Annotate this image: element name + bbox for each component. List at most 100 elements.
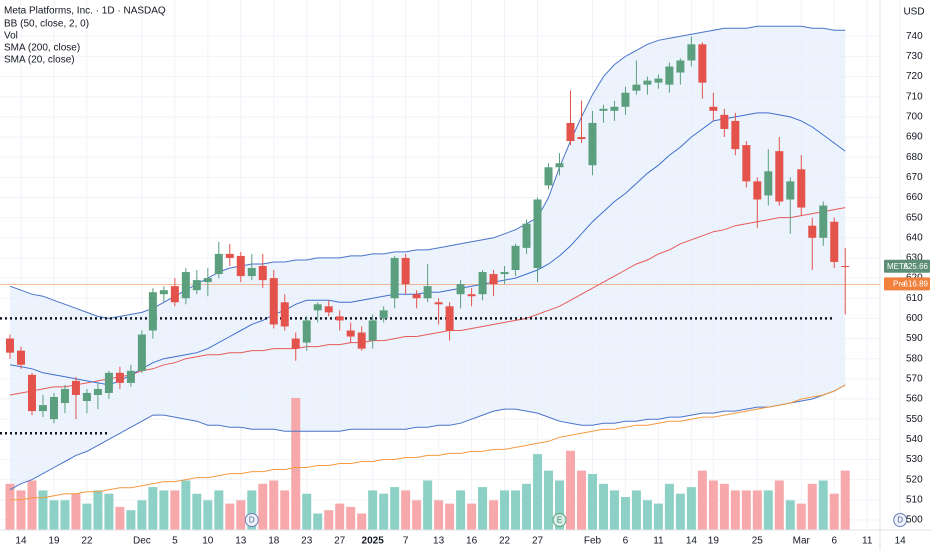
candle-body	[357, 332, 366, 349]
x-tick-label: 22	[499, 536, 511, 547]
volume-bar	[159, 490, 169, 530]
x-tick-label: 19	[708, 536, 720, 547]
x-tick-label: 7	[403, 536, 409, 547]
candle-body	[808, 225, 817, 238]
price-tag	[884, 259, 930, 273]
volume-bar	[71, 493, 81, 530]
candle-body	[181, 272, 190, 299]
candle-body	[302, 320, 311, 343]
volume-bar	[401, 490, 411, 530]
y-tick-label: 580	[906, 353, 923, 364]
x-tick-label: 2025	[362, 536, 385, 547]
volume-bar	[313, 513, 323, 530]
candle-body	[819, 205, 828, 238]
candle-body	[511, 245, 520, 271]
volume-bar	[807, 483, 817, 530]
y-tick-label: 570	[906, 373, 923, 384]
candle-body	[236, 255, 245, 277]
candle-body	[38, 405, 47, 412]
price-tag-symbol: META	[887, 262, 909, 271]
indicator-legend: SMA (200, close)	[4, 43, 80, 54]
candle-body	[588, 122, 597, 166]
candle-body	[632, 84, 641, 91]
volume-bar	[642, 500, 652, 530]
bb-lower	[9, 384, 846, 491]
volume-bar	[456, 490, 466, 530]
volume-bar	[587, 473, 597, 530]
y-tick-label: 600	[906, 313, 923, 324]
candle-body	[643, 80, 652, 85]
y-tick-label: 660	[906, 192, 923, 203]
y-tick-label: 630	[906, 253, 923, 264]
candle-body	[764, 171, 773, 196]
volume-bar	[730, 490, 740, 530]
volume-bar	[478, 487, 488, 530]
event-label: D	[897, 516, 903, 525]
candle-body	[544, 167, 553, 186]
candle-body	[368, 320, 377, 341]
premarket-tag-label: Pre	[893, 279, 906, 288]
candle-body	[786, 181, 795, 200]
volume-bar	[818, 480, 828, 530]
volume-bar	[148, 487, 158, 530]
candle-body	[104, 372, 113, 393]
volume-bar	[752, 490, 762, 530]
volume-bar	[774, 480, 784, 530]
volume-bar	[82, 503, 92, 530]
x-tick-label: 23	[301, 536, 313, 547]
premarket-tag-value: 616.89	[904, 279, 929, 288]
y-tick-label: 700	[906, 112, 923, 123]
y-tick-label: 530	[906, 454, 923, 465]
volume-bar	[412, 500, 422, 530]
candle-body	[203, 278, 212, 283]
volume-bar	[434, 500, 444, 530]
candle-body	[16, 350, 25, 365]
volume-bar	[60, 500, 70, 530]
volume-bar	[38, 490, 48, 530]
volume-bar	[137, 500, 147, 530]
volume-bar	[346, 506, 356, 530]
volume-bar	[653, 503, 663, 530]
volume-bar	[126, 510, 136, 530]
volume-bar	[214, 490, 224, 530]
indicator-legend: BB (50, close, 2, 0)	[4, 19, 89, 30]
x-tick-label: 6	[623, 536, 629, 547]
volume-bar	[236, 500, 246, 530]
x-tick-label: 11	[862, 536, 873, 547]
candle-body	[742, 145, 751, 182]
volume-bar	[27, 480, 37, 530]
candle-body	[6, 338, 14, 353]
x-tick-label: Mar	[793, 536, 811, 547]
candle-body	[258, 266, 267, 281]
candle-body	[533, 199, 542, 269]
volume-bar	[467, 503, 477, 530]
x-tick-label: 16	[466, 536, 478, 547]
volume-bar	[631, 490, 641, 530]
candle-body	[280, 302, 289, 327]
chart-title: Meta Platforms, Inc. · 1D · NASDAQ	[4, 6, 166, 17]
event-marker	[244, 513, 259, 527]
volume-bar	[269, 480, 279, 530]
y-tick-label: 560	[906, 394, 923, 405]
y-tick-label: 740	[906, 31, 923, 42]
x-tick-label: 13	[433, 536, 445, 547]
volume-bar	[796, 503, 806, 530]
volume-bar	[708, 480, 718, 530]
candle-body	[192, 280, 201, 291]
volume-bar	[181, 480, 191, 530]
candle-body	[379, 310, 388, 319]
candle-body	[60, 388, 69, 404]
x-tick-label: 14	[895, 536, 907, 547]
y-tick-label: 680	[906, 152, 923, 163]
volume-bar	[258, 483, 268, 530]
candle-body	[269, 278, 278, 325]
volume-bar	[522, 483, 532, 530]
x-tick-label: Feb	[584, 536, 602, 547]
volume-bar	[203, 500, 213, 530]
volume-bar	[324, 510, 334, 530]
volume-bar	[93, 490, 103, 530]
volume-bar	[620, 497, 630, 530]
candle-body	[456, 284, 465, 295]
candle-body	[324, 306, 333, 313]
x-tick-label: 22	[81, 536, 93, 547]
